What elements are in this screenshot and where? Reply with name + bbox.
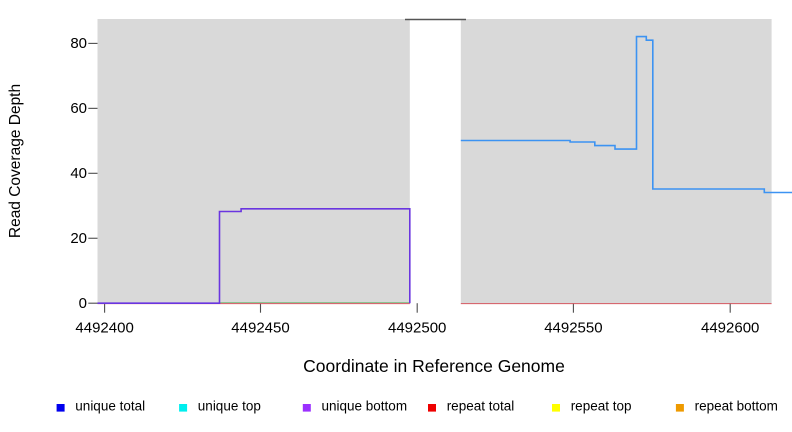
svg-text:60: 60 [70, 100, 87, 117]
svg-text:unique total: unique total [75, 399, 145, 414]
svg-text:40: 40 [70, 165, 87, 182]
svg-text:repeat bottom: repeat bottom [695, 399, 778, 414]
svg-text:unique bottom: unique bottom [322, 399, 408, 414]
svg-text:4492500: 4492500 [388, 320, 446, 337]
svg-text:repeat total: repeat total [447, 399, 515, 414]
svg-text:4492400: 4492400 [75, 320, 133, 337]
svg-text:4492600: 4492600 [701, 320, 759, 337]
svg-text:Coordinate in Reference Genome: Coordinate in Reference Genome [303, 356, 565, 376]
svg-text:4492550: 4492550 [544, 320, 602, 337]
svg-text:0: 0 [79, 295, 87, 312]
svg-text:repeat top: repeat top [571, 399, 632, 414]
svg-text:80: 80 [70, 35, 87, 52]
svg-text:Read Coverage Depth: Read Coverage Depth [7, 84, 24, 238]
svg-text:20: 20 [70, 230, 87, 247]
svg-text:4492450: 4492450 [231, 320, 289, 337]
svg-text:unique top: unique top [198, 399, 261, 414]
